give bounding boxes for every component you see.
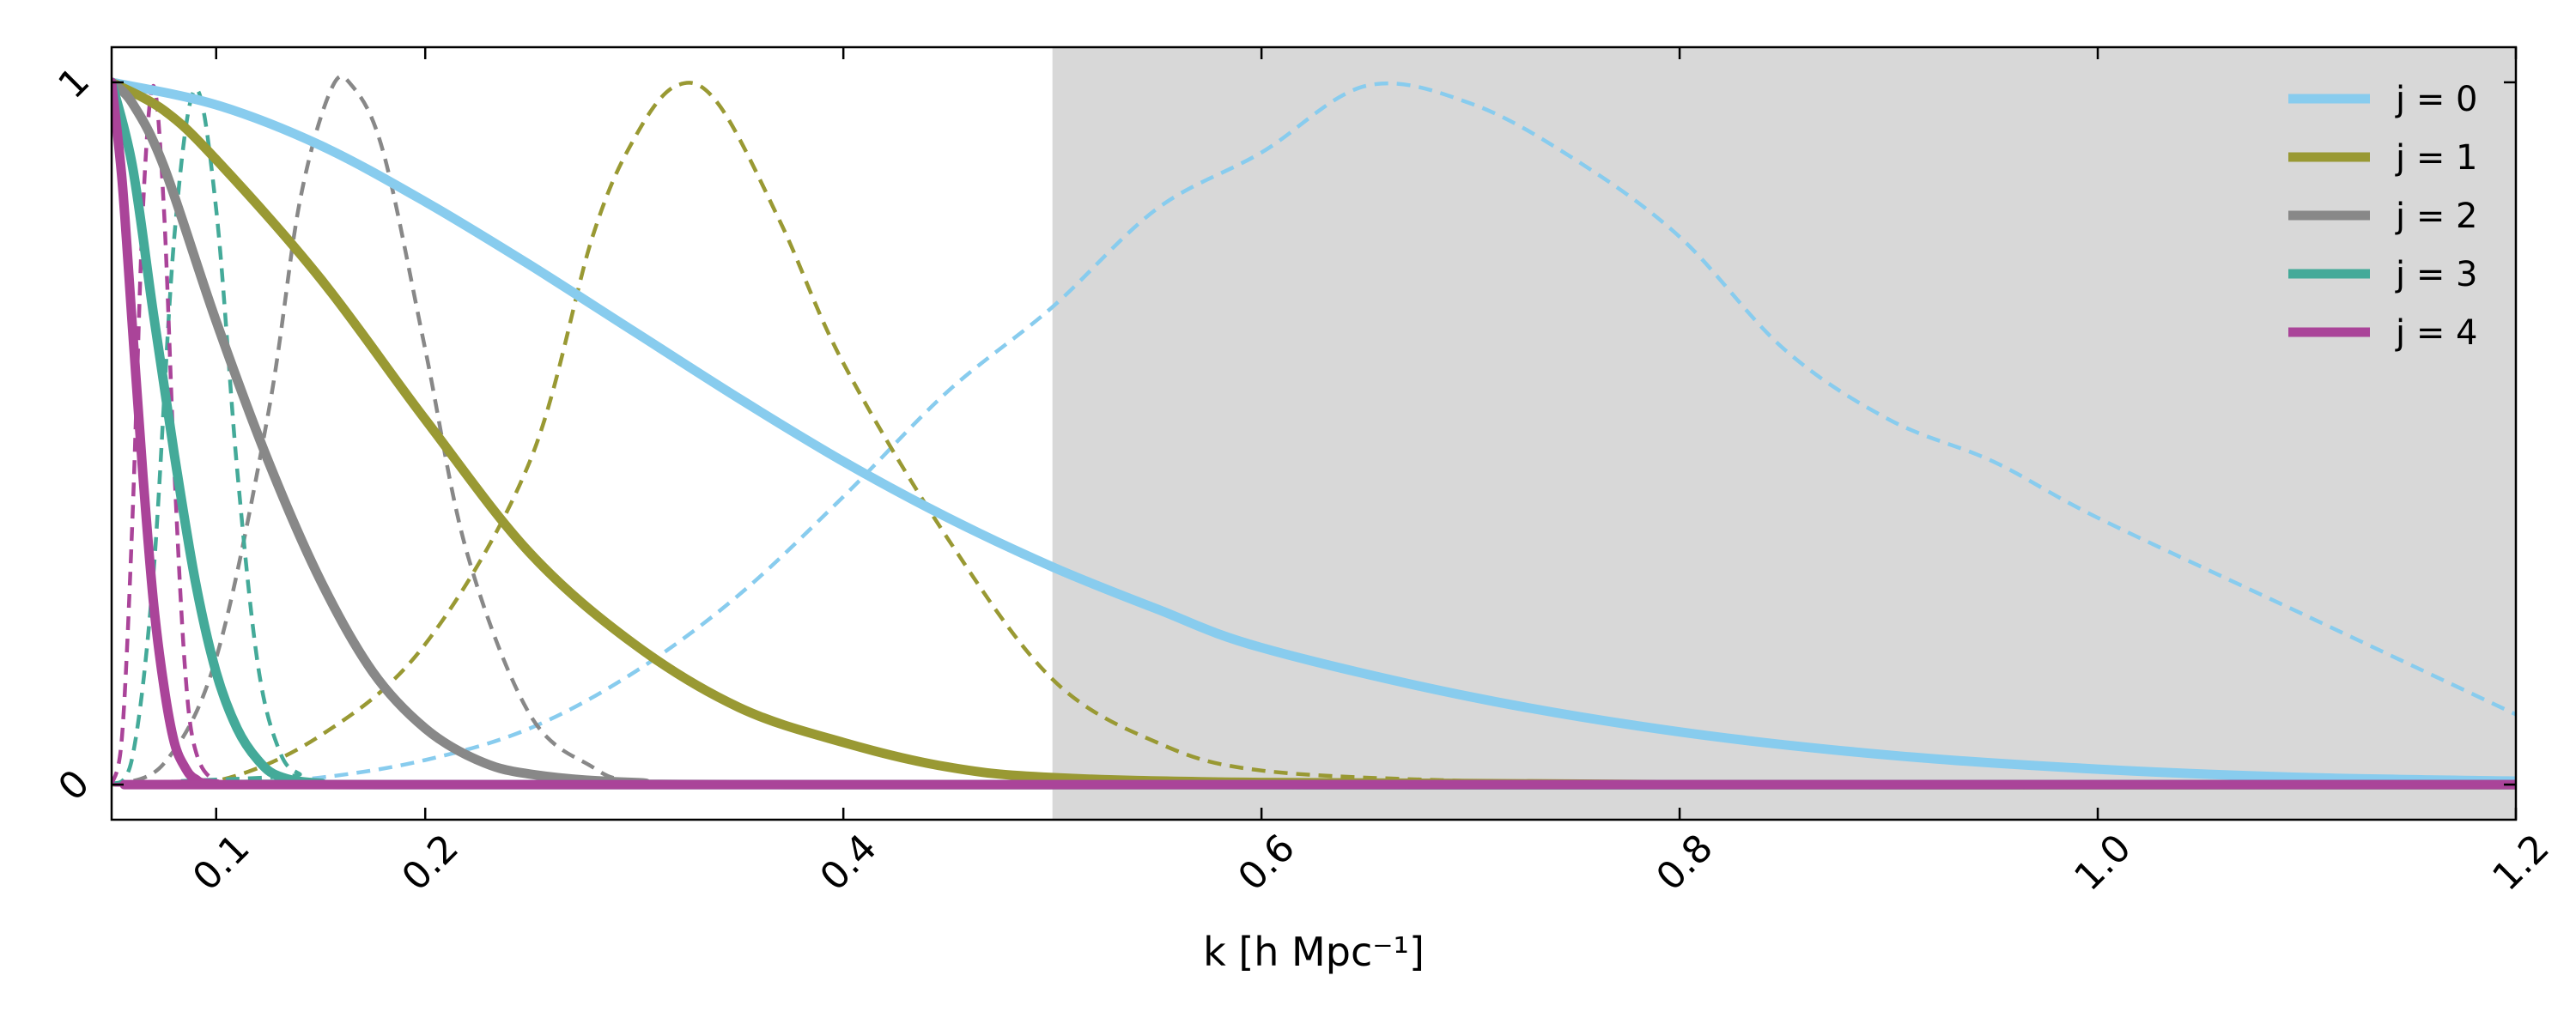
x-axis-label: k [h Mpc⁻¹] <box>1203 929 1425 975</box>
series-j-4-solid-line <box>112 77 2516 790</box>
x-tick-label: 0.6 <box>1230 826 1303 900</box>
x-tick-label: 1.2 <box>2484 826 2558 900</box>
plot-background <box>112 47 2516 820</box>
legend-label: j = 3 <box>2395 255 2478 294</box>
legend-label: j = 4 <box>2395 313 2478 353</box>
x-tick-label: 0.8 <box>1648 826 1722 900</box>
series-j-0-dashed-line <box>112 81 2516 787</box>
legend-label: j = 1 <box>2395 138 2478 178</box>
y-tick-label: 1 <box>50 59 98 107</box>
legend-label: j = 0 <box>2395 80 2478 119</box>
legend-label: j = 2 <box>2395 197 2478 236</box>
axes-frame <box>110 45 2518 821</box>
x-tick-label: 0.4 <box>811 826 885 900</box>
legend: j = 0 j = 1 j = 2 j = 3 j = 4 <box>2288 80 2478 353</box>
x-tick-label: 0.2 <box>393 826 467 900</box>
shaded-region <box>1052 47 2516 820</box>
series-j-0-solid-line <box>112 77 2516 786</box>
x-tick-label: 0.1 <box>185 826 258 900</box>
y-tick-label: 0 <box>50 761 98 809</box>
series-layer <box>112 74 2516 790</box>
x-tick-label: 1.0 <box>2066 826 2140 900</box>
